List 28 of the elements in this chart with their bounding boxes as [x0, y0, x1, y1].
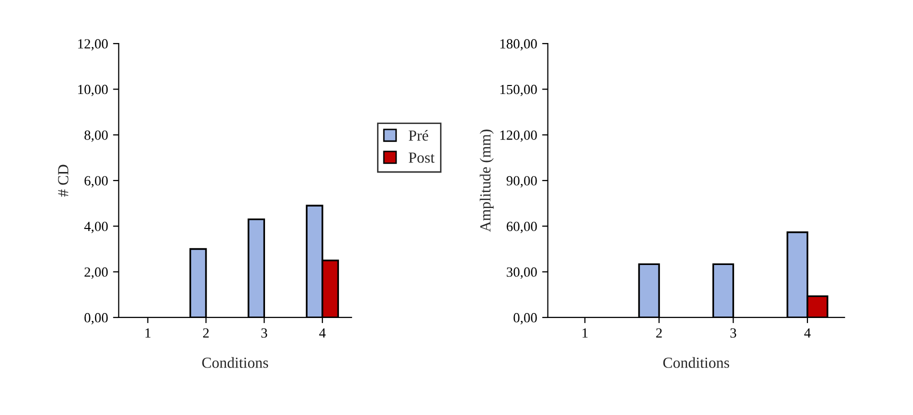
y-tick-label: 10,00: [78, 84, 108, 96]
y-tick-label: 8,00: [84, 130, 108, 142]
y-tick-label: 0,00: [84, 313, 108, 324]
y-axis-title: Amplitude (mm): [480, 130, 494, 232]
y-tick-label: 2,00: [84, 267, 108, 279]
x-tick-label: 2: [203, 328, 209, 338]
x-axis-title: Conditions: [663, 357, 730, 368]
x-tick-label: 3: [730, 328, 736, 338]
x-tick-label: 2: [656, 328, 662, 338]
y-tick-label: 30,00: [506, 267, 537, 279]
x-tick-label: 3: [261, 328, 268, 338]
y-axis-title: # CD: [58, 164, 68, 197]
x-tick-label: 1: [582, 328, 588, 338]
x-axis-title: Conditions: [202, 357, 268, 368]
y-tick-label: 180,00: [500, 39, 537, 51]
y-tick-label: 6,00: [84, 176, 108, 188]
y-tick-label: 0,00: [514, 313, 537, 324]
legend-label: Pré: [408, 130, 428, 141]
y-tick-label: 90,00: [506, 176, 537, 188]
legend-label: Post: [408, 152, 435, 163]
y-tick-label: 150,00: [500, 84, 537, 96]
x-tick-label: 4: [319, 328, 326, 338]
y-tick-label: 12,00: [78, 39, 108, 51]
y-tick-label: 4,00: [84, 222, 108, 234]
x-tick-label: 1: [146, 328, 150, 338]
x-tick-label: 4: [804, 328, 811, 338]
y-tick-label: 120,00: [500, 130, 537, 142]
y-tick-label: 60,00: [506, 222, 537, 234]
